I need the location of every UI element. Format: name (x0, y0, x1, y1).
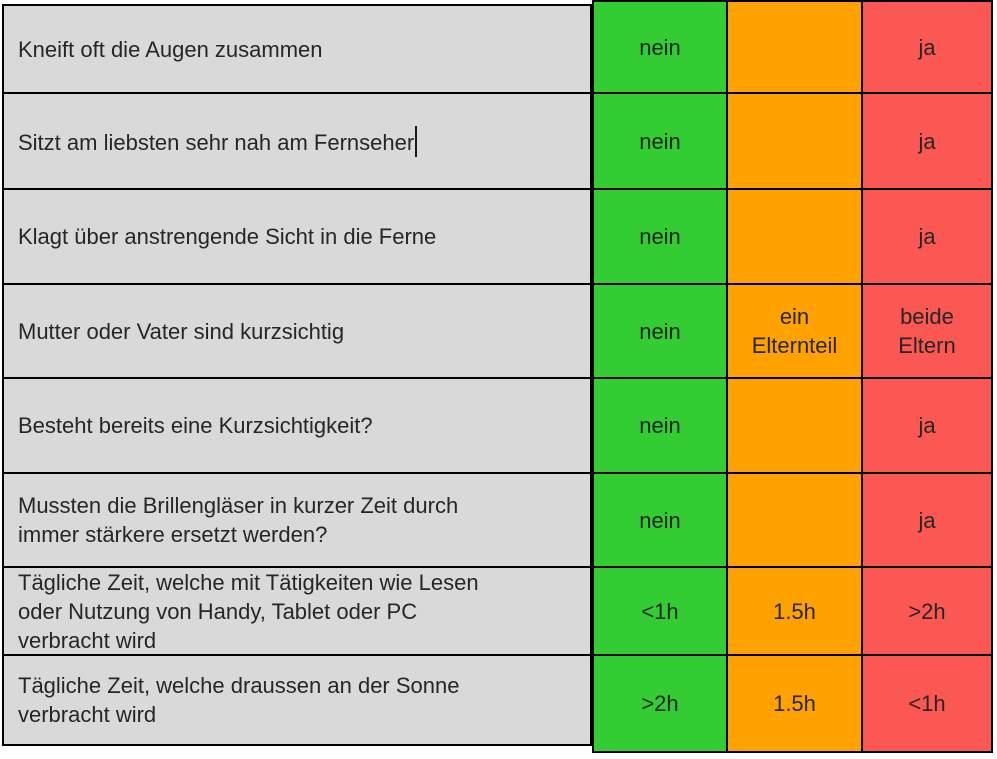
answer-orange-row-3[interactable] (728, 190, 863, 285)
answer-columns: nein ja nein ja nein ja nein ein Elternt… (592, 0, 993, 753)
question-text: Besteht bereits eine Kurzsichtigkeit? (18, 413, 373, 438)
answer-red-row-6[interactable]: ja (863, 474, 991, 568)
answer-green-row-1[interactable]: nein (594, 2, 728, 94)
answer-text: beide Eltern (898, 304, 956, 358)
question-text: Klagt über anstrengende Sicht in die Fer… (18, 224, 437, 249)
answer-text: 1.5h (773, 691, 816, 716)
answer-text: nein (639, 507, 681, 533)
question-text: Tägliche Zeit, welche mit Tätigkeiten wi… (18, 569, 479, 653)
answer-red-row-1[interactable]: ja (863, 2, 991, 94)
answer-orange-row-2[interactable] (728, 94, 863, 190)
answer-text: <1h (908, 691, 946, 716)
text-cursor (415, 125, 418, 157)
answer-green-row-5[interactable]: nein (594, 379, 728, 474)
answer-text: nein (639, 224, 681, 249)
answer-red-row-2[interactable]: ja (863, 94, 991, 190)
question-text: Mussten die Brillengläser in kurzer Zeit… (18, 493, 459, 547)
answer-orange-row-5[interactable] (728, 379, 863, 474)
question-row-2[interactable]: Sitzt am liebsten sehr nah am Fernseher (4, 94, 590, 190)
answer-red-row-8[interactable]: <1h (863, 656, 991, 751)
answer-green-row-2[interactable]: nein (594, 94, 728, 190)
question-row-5[interactable]: Besteht bereits eine Kurzsichtigkeit? (4, 379, 590, 474)
answer-red-row-5[interactable]: ja (863, 379, 991, 474)
answer-text: nein (639, 128, 681, 154)
answer-text: ja (918, 413, 936, 438)
answer-text: ja (918, 128, 936, 154)
answer-green-row-8[interactable]: >2h (594, 656, 728, 751)
answer-text: nein (639, 34, 681, 60)
answer-red-row-7[interactable]: >2h (863, 568, 991, 656)
answer-text: 1.5h (773, 598, 816, 624)
answer-text: ja (918, 507, 936, 533)
answer-green-row-4[interactable]: nein (594, 285, 728, 379)
answer-text: ja (918, 224, 936, 249)
answer-green-row-3[interactable]: nein (594, 190, 728, 285)
answer-red-row-3[interactable]: ja (863, 190, 991, 285)
answer-text: >2h (908, 598, 946, 624)
answer-text: nein (639, 413, 681, 438)
question-text: Sitzt am liebsten sehr nah am Fernseher (18, 125, 418, 157)
question-row-7[interactable]: Tägliche Zeit, welche mit Tätigkeiten wi… (4, 568, 590, 656)
answer-orange-row-4[interactable]: ein Elternteil (728, 285, 863, 379)
answer-text: >2h (641, 691, 679, 716)
question-row-4[interactable]: Mutter oder Vater sind kurzsichtig (4, 285, 590, 379)
question-text: Mutter oder Vater sind kurzsichtig (18, 318, 345, 344)
answer-text: nein (639, 318, 681, 344)
answer-text: ja (918, 34, 936, 60)
answer-text: ein Elternteil (751, 304, 838, 358)
question-text: Tägliche Zeit, welche draussen an der So… (18, 673, 460, 727)
answer-orange-row-7[interactable]: 1.5h (728, 568, 863, 656)
question-column: Kneift oft die Augen zusammen Sitzt am l… (2, 4, 592, 746)
answer-red-row-4[interactable]: beide Eltern (863, 285, 991, 379)
answer-orange-row-6[interactable] (728, 474, 863, 568)
question-row-3[interactable]: Klagt über anstrengende Sicht in die Fer… (4, 190, 590, 285)
question-text: Kneift oft die Augen zusammen (18, 36, 323, 62)
answer-green-row-7[interactable]: <1h (594, 568, 728, 656)
answer-orange-row-8[interactable]: 1.5h (728, 656, 863, 751)
question-row-1[interactable]: Kneift oft die Augen zusammen (4, 6, 590, 94)
answer-text: <1h (641, 598, 679, 624)
question-row-6[interactable]: Mussten die Brillengläser in kurzer Zeit… (4, 474, 590, 568)
answer-orange-row-1[interactable] (728, 2, 863, 94)
question-row-8[interactable]: Tägliche Zeit, welche draussen an der So… (4, 656, 590, 744)
answer-green-row-6[interactable]: nein (594, 474, 728, 568)
